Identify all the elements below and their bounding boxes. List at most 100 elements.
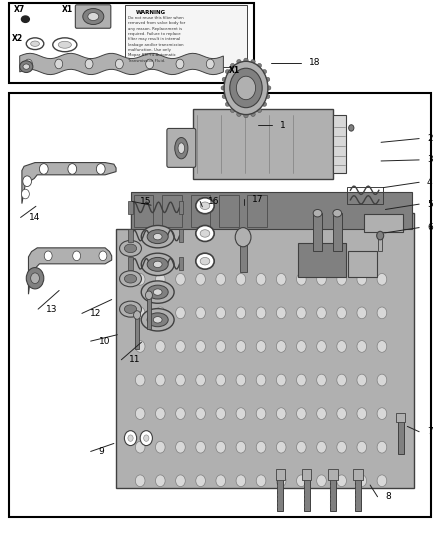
Ellipse shape	[120, 271, 141, 287]
Circle shape	[377, 341, 387, 352]
Circle shape	[196, 341, 205, 352]
Circle shape	[135, 341, 145, 352]
Ellipse shape	[222, 94, 226, 99]
Circle shape	[357, 273, 367, 285]
Ellipse shape	[313, 209, 322, 217]
Ellipse shape	[178, 143, 184, 154]
Circle shape	[236, 441, 246, 453]
Ellipse shape	[230, 108, 235, 112]
Polygon shape	[28, 248, 112, 294]
Circle shape	[216, 374, 226, 386]
Circle shape	[216, 441, 226, 453]
Circle shape	[140, 431, 152, 446]
Circle shape	[135, 475, 145, 487]
Circle shape	[44, 251, 52, 261]
Circle shape	[216, 307, 226, 319]
Text: any reason. Replacement is: any reason. Replacement is	[128, 27, 183, 31]
Ellipse shape	[200, 202, 210, 209]
Bar	[328, 469, 338, 480]
Circle shape	[377, 374, 387, 386]
Circle shape	[39, 164, 48, 174]
Text: Mopar ATF+4 Automatic: Mopar ATF+4 Automatic	[128, 53, 176, 58]
Bar	[398, 421, 404, 454]
Circle shape	[297, 273, 306, 285]
Ellipse shape	[124, 305, 137, 313]
Bar	[347, 187, 383, 204]
Ellipse shape	[124, 244, 137, 253]
Circle shape	[176, 273, 185, 285]
Bar	[313, 213, 322, 251]
Ellipse shape	[333, 209, 342, 217]
Circle shape	[377, 273, 387, 285]
Circle shape	[68, 164, 77, 174]
Bar	[219, 195, 239, 227]
Bar	[9, 3, 254, 83]
Bar	[333, 115, 346, 173]
Bar	[128, 229, 133, 242]
Circle shape	[256, 273, 266, 285]
Ellipse shape	[153, 289, 162, 295]
Ellipse shape	[141, 309, 174, 331]
Circle shape	[357, 441, 367, 453]
Ellipse shape	[200, 230, 210, 237]
Ellipse shape	[196, 198, 214, 214]
Bar	[330, 474, 336, 511]
Bar	[128, 201, 133, 214]
Ellipse shape	[120, 301, 141, 317]
Ellipse shape	[153, 317, 162, 323]
Ellipse shape	[147, 257, 168, 271]
Text: required. Failure to replace: required. Failure to replace	[128, 32, 181, 36]
Text: 9: 9	[99, 447, 104, 456]
Ellipse shape	[226, 69, 230, 74]
Circle shape	[135, 374, 145, 386]
Ellipse shape	[196, 225, 214, 241]
Ellipse shape	[124, 274, 137, 283]
Bar	[333, 213, 342, 251]
Circle shape	[96, 164, 105, 174]
Circle shape	[124, 431, 137, 446]
Text: 11: 11	[129, 356, 141, 364]
Ellipse shape	[147, 313, 168, 327]
Bar	[179, 257, 183, 270]
Circle shape	[317, 341, 326, 352]
Circle shape	[216, 475, 226, 487]
Circle shape	[216, 273, 226, 285]
Circle shape	[317, 273, 326, 285]
Circle shape	[216, 341, 226, 352]
Circle shape	[176, 374, 185, 386]
Circle shape	[155, 341, 165, 352]
Circle shape	[337, 374, 346, 386]
Circle shape	[155, 307, 165, 319]
Text: 5: 5	[427, 200, 433, 208]
Bar	[134, 195, 153, 227]
Text: 15: 15	[140, 197, 152, 206]
Circle shape	[176, 307, 185, 319]
Circle shape	[196, 273, 205, 285]
Bar	[396, 413, 405, 422]
Ellipse shape	[58, 42, 71, 48]
Circle shape	[196, 374, 205, 386]
Ellipse shape	[21, 16, 29, 22]
Bar	[304, 474, 310, 511]
Circle shape	[377, 307, 387, 319]
Circle shape	[99, 251, 107, 261]
Ellipse shape	[251, 60, 255, 64]
Circle shape	[357, 475, 367, 487]
Circle shape	[25, 59, 32, 69]
Ellipse shape	[147, 285, 168, 299]
Text: X7: X7	[14, 5, 25, 13]
Bar	[179, 229, 183, 242]
Circle shape	[276, 374, 286, 386]
Ellipse shape	[153, 261, 162, 268]
Circle shape	[135, 307, 145, 319]
Text: 7: 7	[427, 427, 433, 436]
Circle shape	[85, 59, 93, 69]
Ellipse shape	[26, 38, 44, 50]
Circle shape	[357, 307, 367, 319]
Circle shape	[357, 408, 367, 419]
Text: X2: X2	[12, 34, 23, 43]
Circle shape	[216, 408, 226, 419]
Circle shape	[276, 273, 286, 285]
Bar	[298, 243, 346, 277]
Ellipse shape	[251, 112, 255, 116]
